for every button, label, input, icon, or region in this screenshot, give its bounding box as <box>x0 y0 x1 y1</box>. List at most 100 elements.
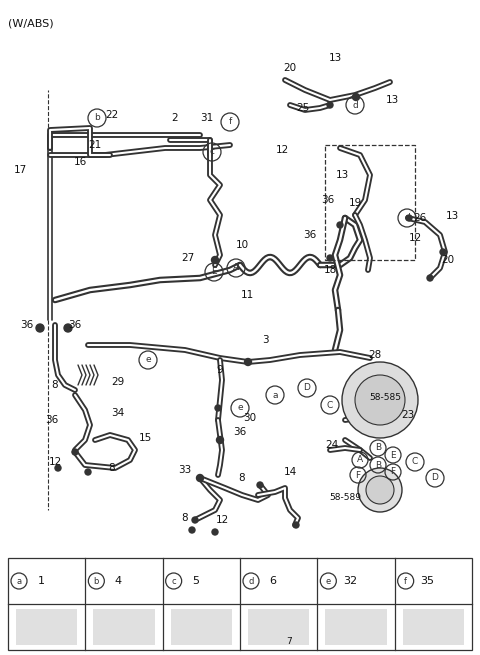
Text: 10: 10 <box>235 240 249 250</box>
Text: 26: 26 <box>413 213 427 223</box>
Text: 18: 18 <box>324 265 336 275</box>
Circle shape <box>366 476 394 504</box>
Text: f: f <box>404 576 407 586</box>
Circle shape <box>257 482 263 488</box>
Text: 33: 33 <box>179 465 192 475</box>
Text: F: F <box>390 468 396 476</box>
Bar <box>171 609 232 645</box>
Bar <box>248 609 309 645</box>
Text: 13: 13 <box>385 95 398 105</box>
Text: 12: 12 <box>48 457 61 467</box>
Circle shape <box>342 362 418 438</box>
Text: 35: 35 <box>420 576 435 586</box>
Text: 20: 20 <box>442 255 455 265</box>
Text: 36: 36 <box>46 415 59 425</box>
Text: 21: 21 <box>88 140 102 150</box>
Text: 13: 13 <box>445 211 458 221</box>
Circle shape <box>244 358 252 365</box>
Text: 19: 19 <box>348 198 361 208</box>
Text: E: E <box>211 267 217 276</box>
Bar <box>16 609 77 645</box>
Text: 36: 36 <box>68 320 82 330</box>
Text: b: b <box>94 576 99 586</box>
Circle shape <box>352 94 360 100</box>
Text: 58-585: 58-585 <box>369 394 401 403</box>
Text: 13: 13 <box>336 170 348 180</box>
Text: F: F <box>355 470 360 479</box>
Text: e: e <box>145 356 151 364</box>
Bar <box>403 609 464 645</box>
Text: A: A <box>357 455 363 464</box>
Text: 58-589: 58-589 <box>329 493 361 502</box>
Circle shape <box>215 405 221 411</box>
Circle shape <box>327 255 333 261</box>
Text: 34: 34 <box>111 408 125 418</box>
Text: 12: 12 <box>408 233 421 243</box>
Bar <box>8 558 472 650</box>
Text: 36: 36 <box>303 230 317 240</box>
Circle shape <box>85 469 91 475</box>
Text: c: c <box>171 576 176 586</box>
Circle shape <box>36 324 44 332</box>
Text: a: a <box>16 576 22 586</box>
Text: 24: 24 <box>325 440 338 450</box>
Text: e: e <box>326 576 331 586</box>
Text: 27: 27 <box>181 253 194 263</box>
Text: 2: 2 <box>172 113 178 123</box>
Text: 12: 12 <box>276 145 288 155</box>
Text: a: a <box>272 390 278 400</box>
Text: 8: 8 <box>239 473 245 483</box>
Circle shape <box>212 257 218 263</box>
Text: 29: 29 <box>111 377 125 387</box>
Text: 6: 6 <box>269 576 276 586</box>
Text: 30: 30 <box>243 413 257 423</box>
Text: A: A <box>233 263 239 272</box>
Circle shape <box>406 215 412 221</box>
Bar <box>325 609 387 645</box>
Circle shape <box>293 522 299 528</box>
Circle shape <box>196 474 204 481</box>
Text: 8: 8 <box>52 380 58 390</box>
Text: 16: 16 <box>73 157 86 167</box>
Text: c: c <box>209 147 215 157</box>
Text: C: C <box>327 400 333 409</box>
Text: d: d <box>404 214 410 223</box>
Text: 1: 1 <box>37 576 45 586</box>
Bar <box>325 145 415 260</box>
Text: 36: 36 <box>20 320 34 330</box>
Text: 5: 5 <box>192 576 199 586</box>
Text: 14: 14 <box>283 467 297 477</box>
Text: 9: 9 <box>216 365 223 375</box>
Text: 15: 15 <box>138 433 152 443</box>
Circle shape <box>72 449 77 455</box>
Text: 36: 36 <box>322 195 335 205</box>
Text: b: b <box>94 113 100 122</box>
Text: 4: 4 <box>115 576 122 586</box>
Text: 36: 36 <box>233 427 247 437</box>
Text: 11: 11 <box>240 290 253 300</box>
Text: 22: 22 <box>106 110 119 120</box>
Text: B: B <box>375 443 381 453</box>
Text: 8: 8 <box>108 463 115 473</box>
Circle shape <box>355 375 405 425</box>
Circle shape <box>216 436 224 443</box>
Text: f: f <box>228 117 232 126</box>
Text: 25: 25 <box>296 103 310 113</box>
Circle shape <box>358 468 402 512</box>
Circle shape <box>192 517 198 523</box>
Text: 20: 20 <box>283 63 297 73</box>
Text: D: D <box>432 474 438 483</box>
Circle shape <box>72 449 78 455</box>
Bar <box>93 609 155 645</box>
Text: 28: 28 <box>368 350 382 360</box>
Text: d: d <box>248 576 254 586</box>
Circle shape <box>440 249 446 255</box>
Text: 32: 32 <box>343 576 358 586</box>
Text: B: B <box>375 460 381 470</box>
Text: E: E <box>390 451 396 460</box>
Text: 3: 3 <box>262 335 268 345</box>
Circle shape <box>327 102 333 108</box>
Text: C: C <box>412 457 418 466</box>
Text: D: D <box>303 383 311 392</box>
Circle shape <box>427 275 433 281</box>
